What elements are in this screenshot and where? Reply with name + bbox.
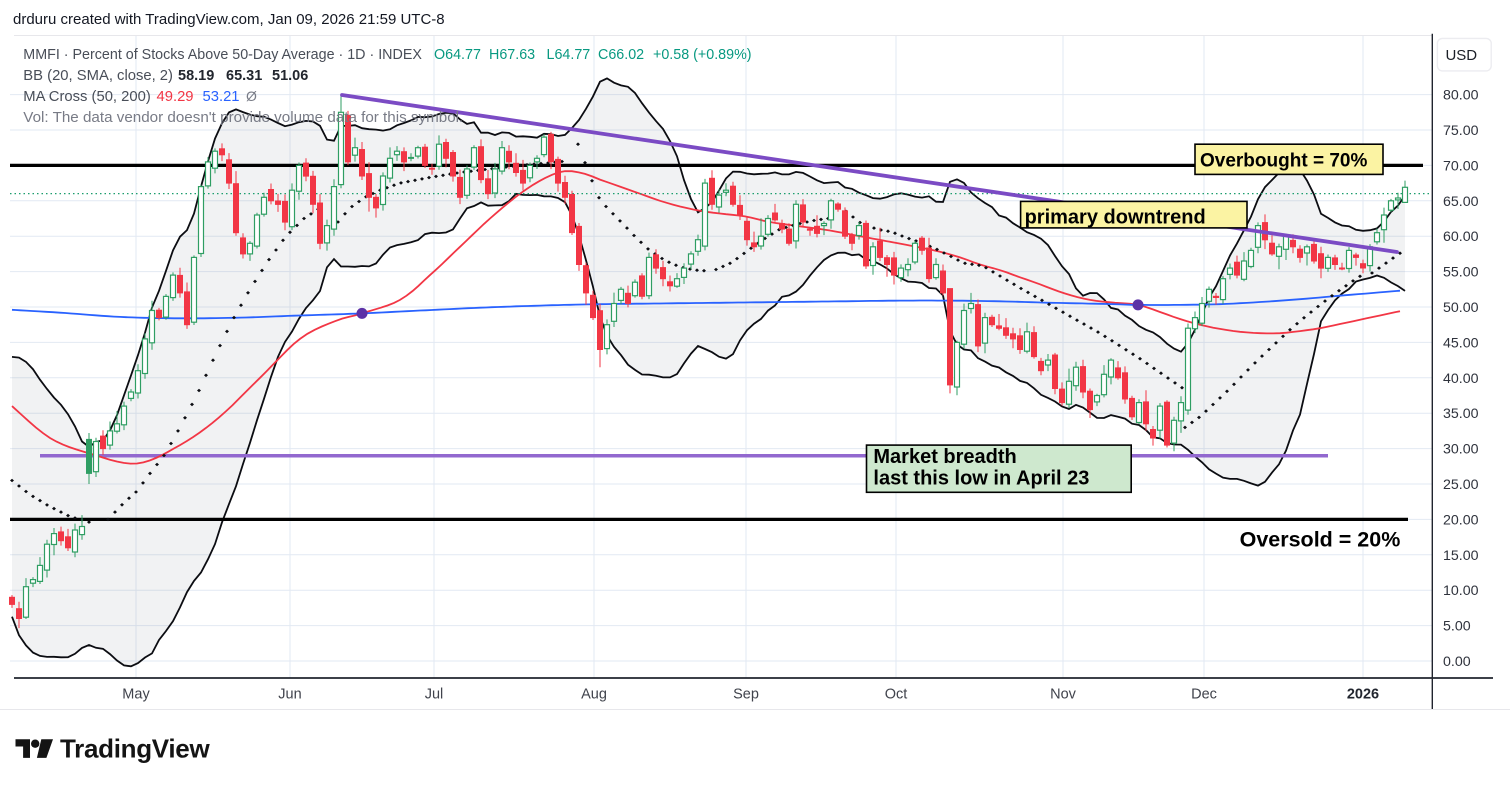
svg-text:Market breadth: Market breadth [873,446,1016,468]
svg-text:49.29: 49.29 [157,89,194,105]
svg-text:58.19: 58.19 [178,68,214,84]
svg-text:O64.77: O64.77 [434,47,481,63]
svg-text:Nov: Nov [1050,687,1077,703]
svg-text:35.00: 35.00 [1443,406,1479,422]
svg-text:MA Cross (50, 200): MA Cross (50, 200) [23,89,151,105]
svg-text:53.21: 53.21 [203,89,240,105]
svg-text:25.00: 25.00 [1443,477,1479,493]
svg-text:30.00: 30.00 [1443,442,1479,458]
svg-text:65.00: 65.00 [1443,194,1479,210]
svg-text:70.00: 70.00 [1443,158,1479,174]
svg-text:last this low in April 23: last this low in April 23 [873,468,1089,490]
svg-text:drduru created with TradingVie: drduru created with TradingView.com, Jan… [13,11,445,28]
svg-text:0.00: 0.00 [1443,654,1471,670]
svg-text:40.00: 40.00 [1443,371,1479,387]
svg-text:May: May [122,687,150,703]
svg-text:TradingView: TradingView [60,734,210,764]
svg-text:primary downtrend: primary downtrend [1025,206,1206,228]
svg-text:45.00: 45.00 [1443,335,1479,351]
svg-text:+0.58 (+0.89%): +0.58 (+0.89%) [653,47,752,63]
svg-text:Oversold = 20%: Oversold = 20% [1240,527,1401,551]
svg-text:55.00: 55.00 [1443,265,1479,281]
svg-text:C66.02: C66.02 [598,47,644,63]
svg-text:Vol: The data vendor doesn't p: Vol: The data vendor doesn't provide vol… [23,109,463,126]
svg-text:5.00: 5.00 [1443,619,1471,635]
svg-text:Dec: Dec [1191,687,1217,703]
svg-text:2026: 2026 [1347,687,1379,703]
svg-text:10.00: 10.00 [1443,583,1479,599]
svg-text:65.31: 65.31 [226,68,262,84]
svg-text:75.00: 75.00 [1443,123,1479,139]
svg-text:Ø: Ø [246,88,257,104]
svg-text:50.00: 50.00 [1443,300,1479,316]
svg-text:H67.63: H67.63 [489,47,535,63]
svg-text:USD: USD [1445,47,1477,64]
svg-text:Jul: Jul [425,687,444,703]
svg-text:20.00: 20.00 [1443,512,1479,528]
svg-text:BB (20, SMA, close, 2): BB (20, SMA, close, 2) [23,68,173,84]
svg-text:80.00: 80.00 [1443,88,1479,104]
svg-text:Aug: Aug [581,687,607,703]
svg-text:MMFI · Percent of Stocks Above: MMFI · Percent of Stocks Above 50-Day Av… [23,47,422,63]
svg-text:Overbought = 70%: Overbought = 70% [1200,151,1367,172]
svg-text:Sep: Sep [733,687,759,703]
svg-text:Jun: Jun [278,687,301,703]
svg-text:Oct: Oct [885,687,908,703]
svg-text:L64.77: L64.77 [547,47,591,63]
svg-text:60.00: 60.00 [1443,229,1479,245]
svg-text:15.00: 15.00 [1443,548,1479,564]
svg-text:51.06: 51.06 [272,68,308,84]
